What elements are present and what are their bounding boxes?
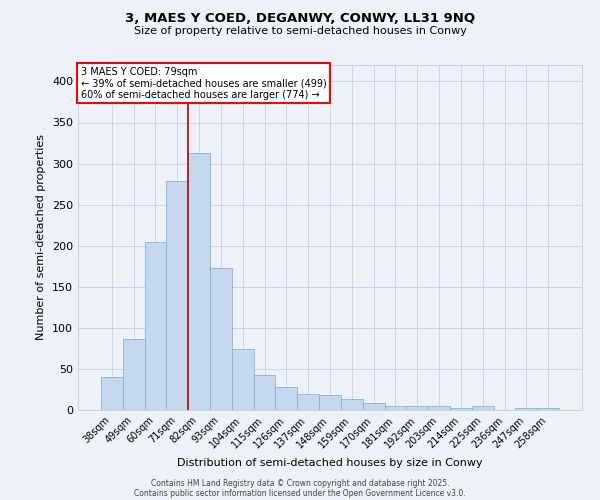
Bar: [341, 400, 363, 410]
Y-axis label: Number of semi-detached properties: Number of semi-detached properties: [37, 134, 46, 340]
Bar: [472, 406, 494, 410]
Text: Size of property relative to semi-detached houses in Conwy: Size of property relative to semi-detach…: [134, 26, 466, 36]
Bar: [537, 408, 559, 410]
Bar: [254, 374, 275, 410]
Bar: [406, 406, 428, 410]
Bar: [428, 406, 450, 410]
Bar: [123, 338, 145, 410]
Bar: [232, 349, 254, 410]
Text: 3 MAES Y COED: 79sqm
← 39% of semi-detached houses are smaller (499)
60% of semi: 3 MAES Y COED: 79sqm ← 39% of semi-detac…: [80, 66, 326, 100]
Bar: [101, 377, 123, 410]
Bar: [363, 402, 385, 410]
Bar: [210, 268, 232, 410]
Bar: [450, 408, 472, 410]
Bar: [145, 242, 166, 410]
Bar: [319, 395, 341, 410]
Bar: [275, 387, 297, 410]
Text: 3, MAES Y COED, DEGANWY, CONWY, LL31 9NQ: 3, MAES Y COED, DEGANWY, CONWY, LL31 9NQ: [125, 12, 475, 26]
Text: Contains HM Land Registry data © Crown copyright and database right 2025.: Contains HM Land Registry data © Crown c…: [151, 478, 449, 488]
Text: Contains public sector information licensed under the Open Government Licence v3: Contains public sector information licen…: [134, 488, 466, 498]
Bar: [166, 181, 188, 410]
Bar: [188, 153, 210, 410]
X-axis label: Distribution of semi-detached houses by size in Conwy: Distribution of semi-detached houses by …: [177, 458, 483, 468]
Bar: [385, 406, 406, 410]
Bar: [297, 394, 319, 410]
Bar: [515, 408, 537, 410]
